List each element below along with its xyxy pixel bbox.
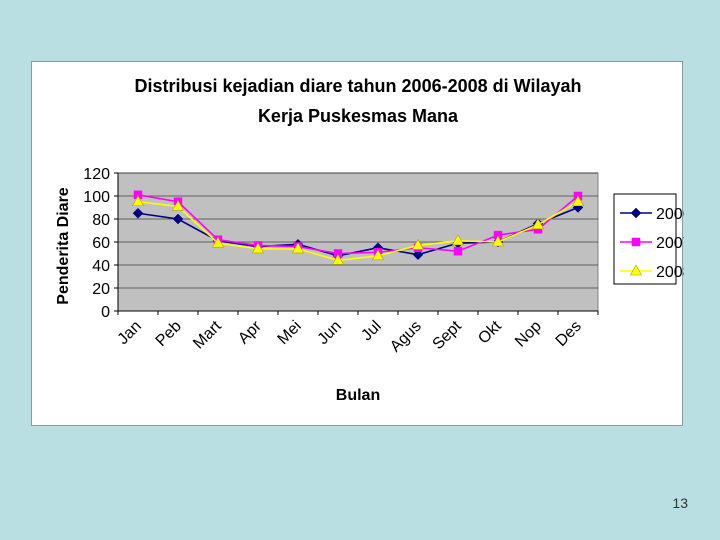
x-tick-label: Okt	[475, 317, 505, 347]
legend-marker-2007	[631, 237, 641, 247]
y-tick-label: 60	[92, 235, 110, 252]
data-point-2008	[451, 234, 465, 246]
y-tick-label: 20	[92, 281, 110, 298]
series-line-2008	[137, 200, 579, 262]
data-point-2008	[251, 242, 265, 254]
data-point-2007	[453, 246, 463, 256]
legend-label-2006: 2006	[656, 206, 684, 223]
x-tick-label: Mart	[190, 317, 225, 352]
page-number: 13	[672, 495, 688, 511]
data-point-2008	[491, 235, 505, 247]
x-tick-label: Jun	[315, 318, 345, 348]
series-line-2007	[137, 194, 579, 255]
x-tick-label: Jan	[115, 318, 145, 348]
data-point-2008	[131, 195, 145, 207]
data-point-2008	[331, 253, 345, 265]
chart-title-line-2: Kerja Puskesmas Mana	[257, 106, 459, 126]
y-axis-title: Penderita Diare	[55, 187, 72, 304]
y-tick-label: 40	[92, 258, 110, 275]
y-tick-label: 0	[101, 304, 110, 321]
x-tick-label: Peb	[153, 318, 185, 350]
data-point-2008	[171, 199, 185, 211]
x-tick-label: Des	[553, 318, 585, 350]
x-axis-title: Bulan	[336, 387, 380, 404]
data-point-2008	[531, 218, 545, 230]
x-tick-label: Apr	[235, 317, 265, 347]
y-tick-label: 80	[92, 212, 110, 229]
y-tick-label: 120	[83, 166, 110, 183]
legend-label-2007: 2007	[656, 235, 684, 252]
data-point-2006	[412, 249, 424, 261]
legend-marker-2006	[630, 207, 642, 219]
legend	[613, 193, 677, 285]
x-tick-label: Jul	[358, 318, 384, 344]
data-point-2006	[172, 213, 184, 225]
x-tick-label: Sept	[430, 317, 466, 353]
x-tick-label: Agus	[387, 318, 425, 356]
line-chart: 0 20 40 60 80 100 120 Jan Peb Mart Apr Mei Jun Jul Agu…	[55, 166, 684, 404]
data-point-2006	[132, 207, 144, 219]
data-point-2008	[411, 238, 425, 250]
x-tick-label: Nop	[512, 318, 545, 351]
chart-panel: Distribusi kejadian diare tahun 2006-200…	[31, 61, 684, 426]
legend-label-2008: 2008	[656, 264, 684, 281]
data-point-2008	[371, 249, 385, 261]
y-tick-label: 100	[83, 189, 110, 206]
data-point-2008	[211, 236, 225, 248]
x-tick-label: Mei	[275, 318, 305, 348]
data-point-2008	[571, 195, 585, 207]
data-point-2008	[291, 242, 305, 254]
chart-title-line-1: Distribusi kejadian diare tahun 2006-200…	[134, 76, 582, 96]
legend-marker-2008	[629, 264, 643, 276]
